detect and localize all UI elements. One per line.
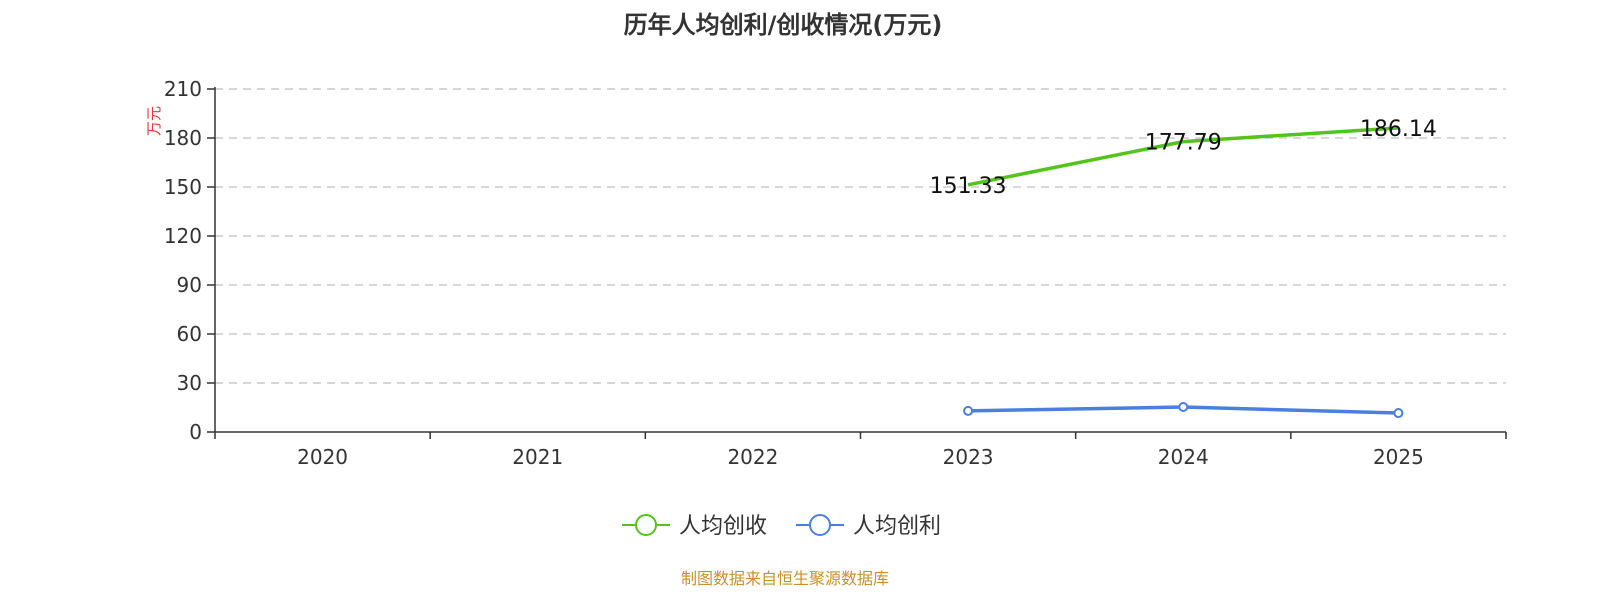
legend-item-label[interactable]: 人均创收 [679,514,767,539]
chart-title: 历年人均创利/创收情况(万元) [624,11,943,39]
x-tick-label: 2023 [943,445,994,469]
data-label: 186.14 [1360,117,1437,142]
y-tick-label: 120 [164,224,202,248]
data-point [1393,408,1404,419]
legend-marker [809,514,831,536]
data-label: 151.33 [930,174,1007,199]
series-line-0 [967,126,1399,187]
y-tick-label: 180 [164,126,202,150]
data-label: 177.79 [1145,131,1222,156]
legend-item-label[interactable]: 人均创利 [853,514,941,539]
y-tick-label: 90 [177,273,202,297]
y-tick-label: 60 [177,322,202,346]
y-tick-label: 0 [189,420,202,444]
x-tick-label: 2024 [1158,445,1209,469]
data-point [1178,402,1189,413]
x-tick-label: 2021 [512,445,563,469]
legend-marker [635,514,657,536]
x-tick-label: 2022 [727,445,778,469]
x-tick-label: 2025 [1373,445,1424,469]
y-axis-label: 万元 [145,106,163,136]
data-point [963,405,974,416]
y-tick-label: 150 [164,175,202,199]
source-footer: 制图数据来自恒生聚源数据库 [681,569,889,588]
x-tick-label: 2020 [297,445,348,469]
y-tick-label: 30 [177,371,202,395]
y-tick-label: 210 [164,77,202,101]
